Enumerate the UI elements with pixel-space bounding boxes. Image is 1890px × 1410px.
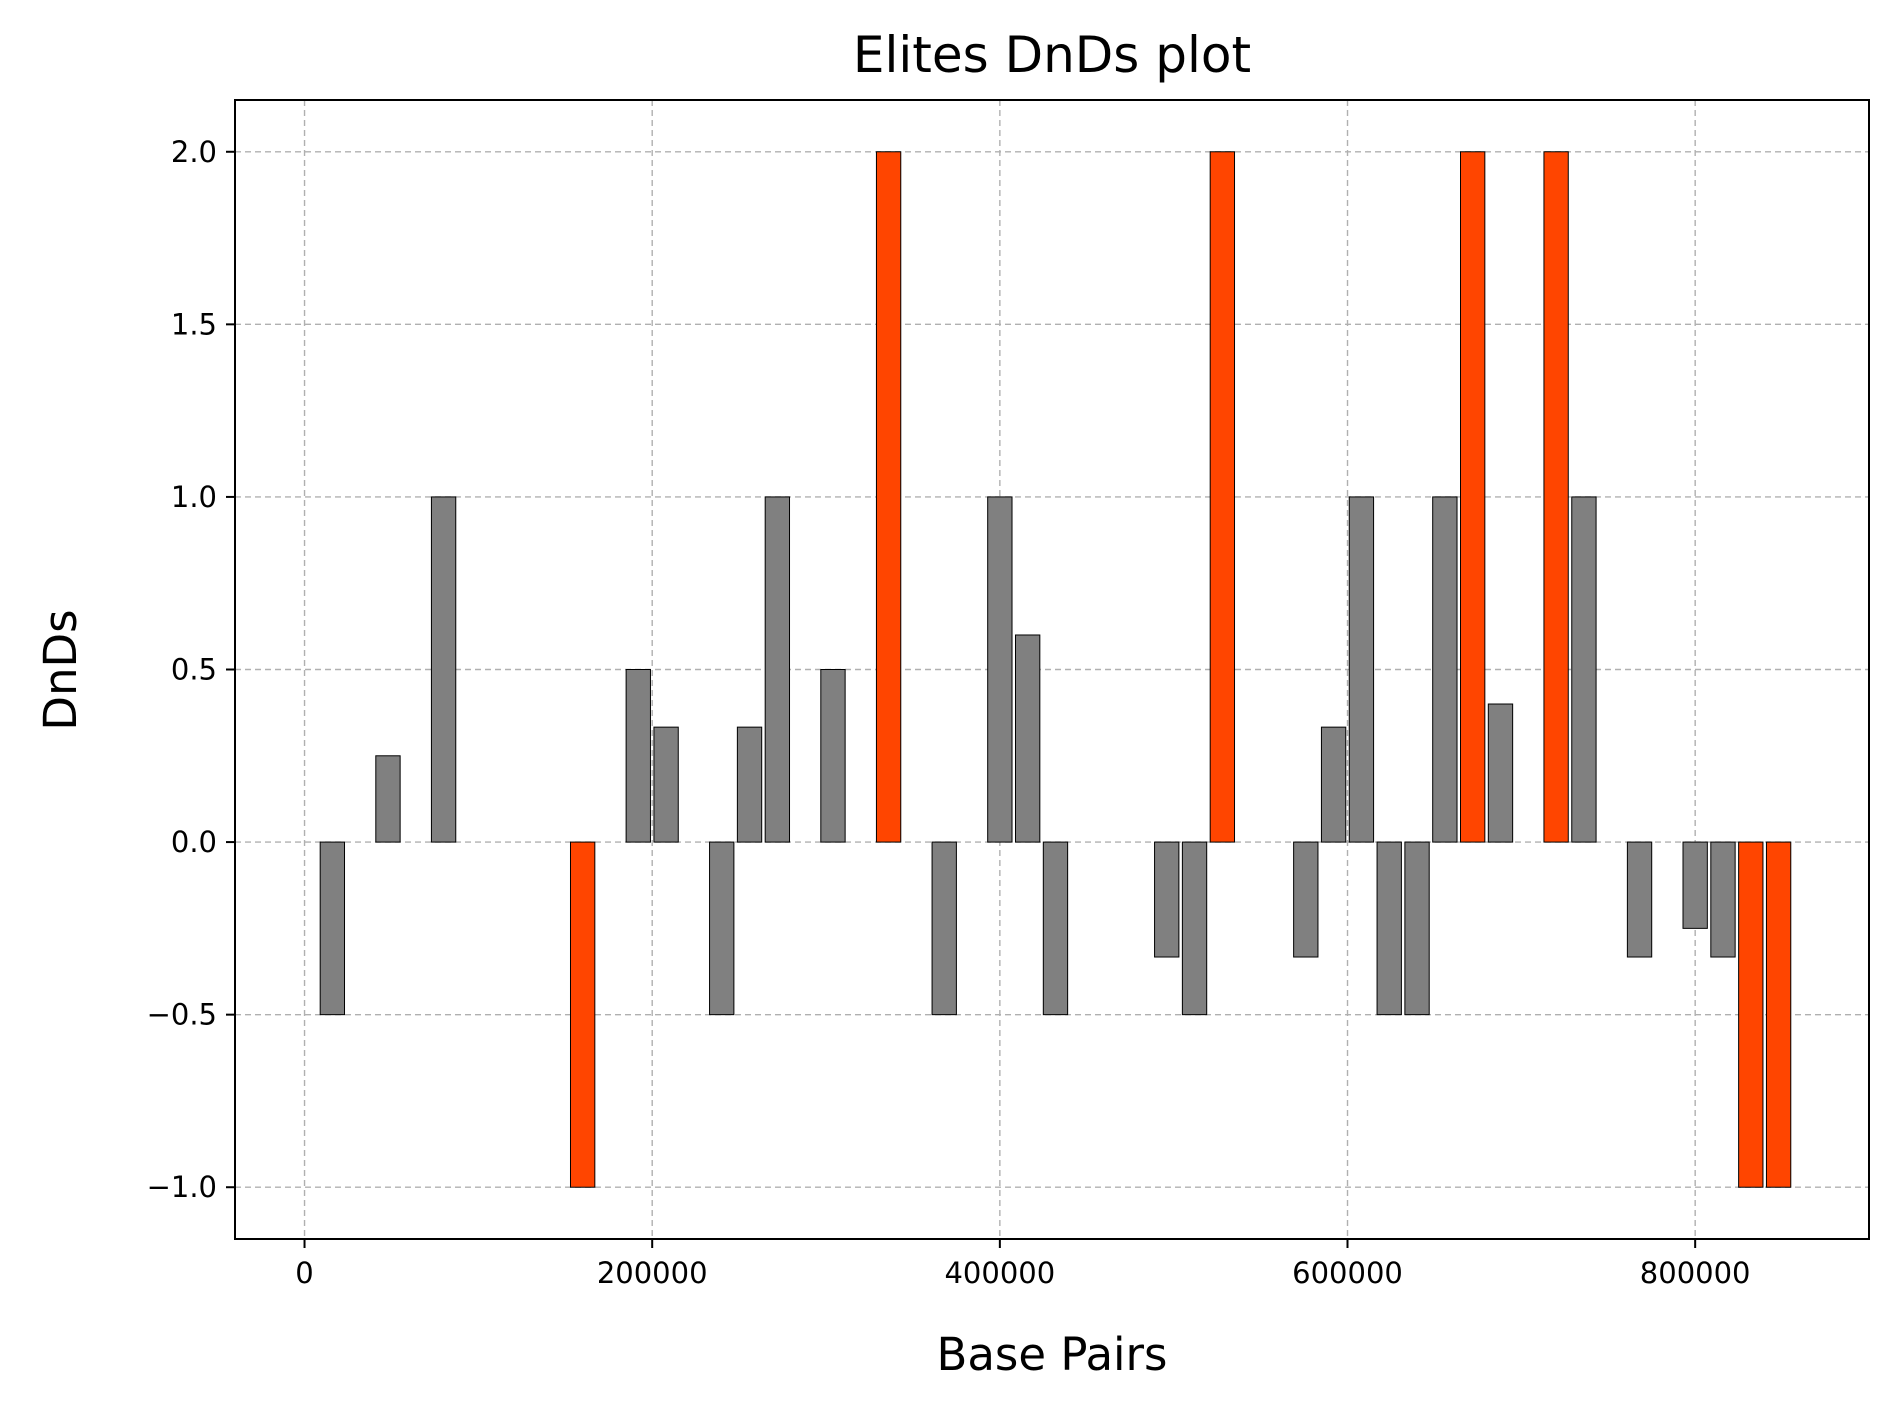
bar-highlight <box>1765 841 1792 1188</box>
bar <box>1042 841 1069 1016</box>
bar <box>1376 841 1402 1016</box>
y-axis-label: DnDs <box>34 609 87 730</box>
bar <box>1626 841 1653 958</box>
x-tick-label: 200000 <box>597 1256 708 1290</box>
y-axis-ticks: −1.0 −0.5 0.0 0.5 1.0 1.5 2.0 <box>147 135 235 1204</box>
bar <box>1014 634 1041 843</box>
x-tick-label: 0 <box>295 1256 313 1290</box>
y-tick-label: −0.5 <box>147 998 217 1032</box>
bar <box>1571 496 1597 843</box>
bar-highlight <box>1460 151 1486 843</box>
y-tick-label: −1.0 <box>147 1170 217 1204</box>
bar <box>1710 841 1736 958</box>
bar <box>1404 841 1430 1016</box>
x-axis-label: Base Pairs <box>936 1328 1167 1381</box>
bar <box>1432 496 1458 843</box>
bar <box>764 496 791 843</box>
y-tick-label: 1.0 <box>171 480 217 514</box>
bar-highlight <box>569 841 596 1188</box>
bar <box>709 841 735 1016</box>
bar <box>1293 841 1319 958</box>
bar <box>1181 841 1208 1016</box>
y-tick-label: 0.5 <box>171 653 217 687</box>
bar-highlight <box>1543 151 1569 843</box>
bar <box>1348 496 1375 843</box>
bar <box>1320 726 1347 843</box>
bar <box>430 496 457 843</box>
bar <box>625 669 651 843</box>
x-tick-label: 600000 <box>1292 1256 1403 1290</box>
bar <box>736 726 763 843</box>
grid-lines <box>235 100 1869 1239</box>
bar <box>653 726 679 843</box>
bar <box>931 841 957 1016</box>
bar <box>1154 841 1180 958</box>
bar-highlight <box>875 151 902 843</box>
bars <box>319 151 1792 1188</box>
y-tick-label: 0.0 <box>171 825 217 859</box>
chart-title: Elites DnDs plot <box>853 26 1251 84</box>
bar <box>1487 703 1514 843</box>
y-tick-label: 2.0 <box>171 135 217 169</box>
x-tick-label: 800000 <box>1640 1256 1751 1290</box>
y-tick-label: 1.5 <box>171 307 217 341</box>
bar-highlight <box>1209 151 1236 843</box>
bar <box>1682 841 1708 929</box>
bar <box>820 669 846 843</box>
bar <box>375 755 401 843</box>
x-tick-label: 400000 <box>944 1256 1055 1290</box>
x-axis-ticks: 0 200000 400000 600000 800000 <box>295 1239 1751 1290</box>
bar-highlight <box>1738 841 1764 1188</box>
bar <box>987 496 1013 843</box>
bar <box>319 841 346 1016</box>
